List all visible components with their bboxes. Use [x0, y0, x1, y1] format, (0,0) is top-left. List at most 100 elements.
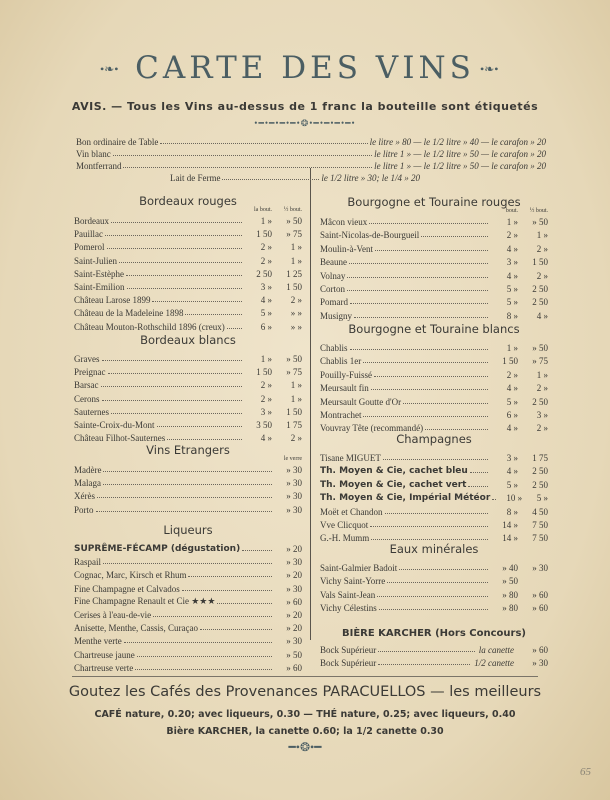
- item-name: Saint-Emilion: [74, 282, 125, 292]
- menu-row: Th. Moyen & Cie, cachet vert 5 » 2 50: [320, 477, 548, 490]
- section-title: Bordeaux blancs: [140, 333, 236, 347]
- item-price: 4 »: [506, 270, 518, 281]
- leader: [468, 485, 488, 487]
- beer-row: Bock Supérieur la canette » 60: [320, 642, 548, 655]
- item-price: 3 50: [256, 420, 272, 430]
- section-title: Liqueurs: [163, 523, 213, 537]
- item-name: Chablis 1er: [320, 356, 362, 367]
- leader: [95, 510, 272, 512]
- leader: [421, 236, 488, 238]
- item-price: 14 »: [502, 520, 518, 530]
- item-name: Saint-Nicolas-de-Bourgueil: [320, 230, 420, 241]
- item-name: Vals Saint-Jean: [320, 589, 376, 600]
- item-name: Raspail: [74, 557, 101, 568]
- leader: [126, 274, 242, 276]
- item-name: Saint-Galmier Badoit: [320, 563, 398, 573]
- leader: [425, 429, 488, 431]
- menu-row: Meursault fin 4 » 2 »: [320, 380, 548, 393]
- item-name: Chablis: [320, 343, 348, 353]
- footer-line: Bière KARCHER, la canette 0.60; la 1/2 c…: [166, 726, 444, 737]
- menu-row: Château Filhot-Sauternes 4 » 2 »: [74, 430, 302, 443]
- item-price: » 20: [286, 544, 302, 554]
- item-price: 1 »: [290, 393, 302, 404]
- menu-row: Vouvray Tête (recommandé) 4 » 2 »: [320, 420, 548, 433]
- item-name: Graves: [74, 354, 100, 364]
- menu-row: Mâcon vieux 1 » » 50: [320, 214, 548, 227]
- item-price: 4 »: [260, 433, 272, 444]
- item-price: 5 »: [506, 297, 518, 308]
- item-name: Vouvray Tête (recommandé): [320, 423, 424, 434]
- leader: [378, 609, 488, 611]
- menu-row: Cerises à l'eau-de-vie » 20: [74, 607, 302, 620]
- menu-row: Chablis 1 » » 50: [320, 340, 548, 353]
- menu-row: Fine Champagne Renault et Cie ★★★ » 60: [74, 594, 302, 607]
- page-number: 65: [580, 766, 591, 778]
- leader: [199, 629, 272, 631]
- item-price: 1 50: [256, 367, 272, 378]
- item-price: 5 »: [506, 479, 518, 490]
- item-price: 1 50: [502, 356, 518, 367]
- menu-row: SUPRÊME-FÉCAMP (dégustation) » 20: [74, 541, 302, 554]
- menu-row: Saint-Estèphe 2 50 1 25: [74, 266, 302, 279]
- item-name: Volnay: [320, 270, 346, 281]
- leader: [103, 471, 272, 472]
- item-name: Mâcon vieux: [320, 217, 368, 227]
- column-header: la bout.: [254, 207, 272, 213]
- item-name: Château Filhot-Sauternes: [74, 433, 166, 444]
- menu-row: Saint-Emilion 3 » 1 50: [74, 279, 302, 292]
- item-price: 1 75: [532, 453, 548, 463]
- leader: [347, 276, 488, 278]
- item-price: 2 50: [532, 284, 548, 294]
- menu-row: Pauillac 1 50 » 75: [74, 226, 302, 239]
- section-title: Eaux minérales: [389, 542, 479, 556]
- item-price: 1 50: [286, 282, 302, 292]
- item-name: Saint-Julien: [74, 255, 117, 266]
- item-price: » 60: [532, 603, 548, 614]
- leader: [384, 512, 488, 514]
- item-price: 4 50: [532, 506, 548, 517]
- item-name: Cognac, Marc, Kirsch et Rhum: [74, 570, 187, 581]
- item-price: 8 »: [506, 310, 518, 321]
- section-title: Bourgogne et Touraine rouges: [347, 195, 521, 209]
- item-price: 2 »: [260, 242, 272, 253]
- item-name: Vichy Célestins: [320, 603, 377, 614]
- menu-row: Saint-Julien 2 » 1 »: [74, 253, 302, 266]
- leader: [107, 373, 242, 375]
- item-price: 2 50: [532, 297, 548, 308]
- item-name: Menthe verte: [74, 636, 122, 647]
- column-header: le verre: [283, 456, 302, 462]
- item-price: » 30: [286, 557, 302, 568]
- item-price: 2 50: [532, 466, 548, 477]
- menu-row: Moët et Chandon 8 » 4 50: [320, 504, 548, 517]
- leader: [105, 235, 242, 237]
- menu-row: Beaune 3 » 1 50: [320, 254, 548, 267]
- item-price: 5 »: [506, 396, 518, 407]
- menu-row: Saint-Galmier Badoit » 40 » 30: [320, 560, 548, 573]
- item-price: » 60: [286, 596, 302, 607]
- wine-name: Lait de Ferme: [170, 173, 221, 183]
- item-price: 8 »: [506, 506, 518, 517]
- item-price: 3 »: [506, 257, 518, 268]
- leader: [101, 360, 242, 361]
- item-price: 1 »: [506, 217, 518, 227]
- item-price: 2 »: [536, 270, 548, 281]
- item-name: Pomerol: [74, 242, 105, 253]
- menu-row: Bordeaux 1 » » 50: [74, 213, 302, 226]
- item-price: 4 »: [506, 243, 518, 254]
- leader: [226, 327, 242, 329]
- leader: [363, 362, 488, 364]
- footer-rule: [72, 676, 538, 677]
- item-name: Meursault fin: [320, 383, 369, 394]
- house-wine-row: Lait de Ferme le 1/2 litre » 30; le 1/4 »…: [170, 170, 420, 183]
- item-price: » 30: [286, 478, 302, 489]
- leader: [403, 402, 488, 404]
- wine-name: Vin blanc: [76, 149, 111, 159]
- item-price: 1 »: [290, 255, 302, 266]
- item-price: 5 »: [536, 493, 548, 504]
- item-price: 6 »: [506, 410, 518, 420]
- leader: [354, 316, 488, 318]
- item-price: » 80: [502, 603, 518, 614]
- leader: [469, 472, 488, 474]
- leader: [399, 569, 488, 570]
- leader: [378, 664, 471, 665]
